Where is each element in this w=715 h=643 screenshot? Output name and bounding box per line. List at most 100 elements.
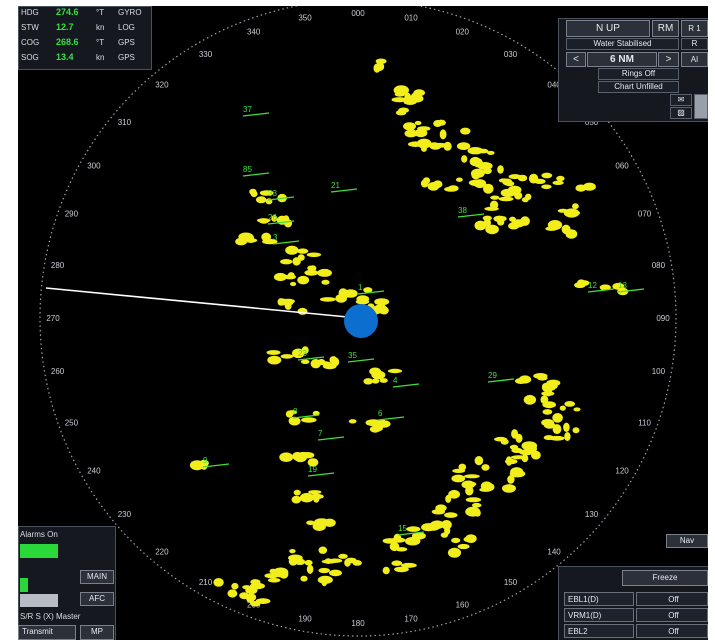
echo-blob — [521, 197, 529, 203]
vrm1-label[interactable]: VRM1(D) — [564, 608, 634, 622]
echo-blob — [250, 579, 261, 585]
target-vector — [617, 288, 645, 293]
echo-blob — [542, 409, 553, 415]
target-29[interactable]: 29 — [487, 371, 515, 383]
echo-blob — [307, 458, 319, 467]
target-7[interactable]: 7 — [317, 429, 345, 441]
echo-blob — [542, 401, 556, 409]
echo-blob — [573, 407, 581, 412]
target-vector — [267, 196, 295, 201]
right-edge-2[interactable]: R — [681, 38, 708, 50]
mode-text: S/R S (X) Master — [20, 612, 81, 621]
ebl2-value[interactable]: Off — [636, 624, 708, 638]
bearing-label-280: 280 — [51, 261, 65, 270]
nav-data-panel — [18, 6, 152, 70]
target-4[interactable]: 4 — [392, 376, 420, 388]
echo-blob — [363, 378, 374, 385]
echo-blob — [561, 224, 571, 235]
echo-blob — [534, 178, 546, 184]
own-ship-marker[interactable] — [344, 304, 378, 338]
echo-blob — [300, 575, 308, 582]
orientation-button[interactable]: N UP — [566, 20, 650, 37]
target-35[interactable]: 35 — [347, 351, 375, 363]
echo-blob — [280, 259, 293, 265]
mp-button[interactable]: MP — [80, 625, 114, 640]
echo-blob — [422, 177, 431, 184]
echo-blob — [329, 356, 338, 364]
range-up-button[interactable]: > — [658, 52, 679, 67]
target-21[interactable]: 21 — [330, 181, 358, 193]
echo-blob — [457, 543, 470, 550]
echo-blob — [564, 401, 576, 407]
afc-button[interactable]: AFC — [80, 592, 114, 606]
echo-blob — [363, 287, 373, 293]
echo-blob — [456, 177, 463, 182]
right-edge-3[interactable]: AI — [681, 52, 708, 67]
side-control[interactable] — [694, 94, 708, 119]
target-id-label: 3 — [273, 233, 278, 242]
echo-blob — [556, 175, 565, 182]
echo-blob — [546, 379, 561, 387]
main-button[interactable]: MAIN — [80, 570, 114, 584]
target-15[interactable]: 15 — [397, 524, 425, 536]
target-9[interactable]: 9 — [202, 456, 230, 468]
range-display[interactable]: 6 NM — [587, 52, 657, 67]
echo-blob — [382, 538, 397, 544]
ebl2-label[interactable]: EBL2 — [564, 624, 634, 638]
echo-blob — [484, 206, 499, 211]
vrm1-value[interactable]: Off — [636, 608, 708, 622]
echo-blob — [287, 410, 297, 415]
echo-blob — [318, 567, 331, 574]
echo-blob — [387, 368, 403, 374]
target-13[interactable]: 13 — [617, 281, 645, 293]
echo-blob — [552, 424, 562, 435]
bearing-label-020: 020 — [456, 27, 470, 36]
transmit-button[interactable]: Transmit — [18, 625, 76, 640]
radar-ppi[interactable]: 350 000 010 020 030 040 050 060 070 080 090 100 110 1… — [18, 6, 708, 640]
echo-blob — [264, 573, 279, 579]
echo-blob — [374, 298, 390, 306]
target-12[interactable]: 12 — [587, 281, 615, 293]
nav-source-sog: GPS — [118, 53, 135, 62]
target-19[interactable]: 19 — [307, 465, 335, 477]
bearing-label-210: 210 — [199, 578, 213, 587]
ebl1-label[interactable]: EBL1(D) — [564, 592, 634, 606]
target-1[interactable]: 1 — [357, 283, 385, 295]
chart-button[interactable]: Chart Unfilled — [598, 81, 679, 93]
target-33[interactable]: 33 — [267, 189, 295, 201]
rings-button[interactable]: Rings Off — [598, 68, 679, 80]
echo-blob — [292, 451, 303, 461]
echo-blob — [227, 589, 238, 598]
target-3[interactable]: 3 — [272, 233, 300, 245]
bearing-label-220: 220 — [155, 548, 169, 557]
target-23[interactable]: 23 — [297, 349, 325, 361]
echo-blob — [482, 215, 492, 221]
echo-blob — [541, 172, 553, 179]
target-38[interactable]: 38 — [457, 206, 485, 218]
basket-icon[interactable]: ▨ — [670, 107, 692, 119]
echo-blob — [494, 436, 508, 442]
nav-unit-cog: °T — [96, 38, 105, 47]
echo-blob — [504, 180, 515, 187]
echo-blob — [306, 520, 315, 526]
range-down-button[interactable]: < — [566, 52, 586, 67]
ebl1-value[interactable]: Off — [636, 592, 708, 606]
nav-button[interactable]: Nav — [666, 534, 708, 548]
envelope-icon[interactable]: ✉ — [670, 94, 692, 106]
echo-blob — [309, 265, 317, 272]
stabilization-label[interactable]: Water Stabilised — [566, 38, 679, 50]
motion-button[interactable]: RM — [652, 20, 679, 37]
target-85[interactable]: 85 — [242, 165, 270, 177]
heading-line — [45, 287, 359, 319]
right-edge-1[interactable]: R 1 — [681, 20, 708, 37]
target-id-label: 35 — [348, 351, 357, 360]
target-37[interactable]: 37 — [242, 105, 270, 117]
freeze-button[interactable]: Freeze — [622, 570, 708, 586]
echo-blob — [465, 497, 482, 503]
target-8[interactable]: 8 — [292, 407, 320, 419]
nav-label-hdg: HDG — [21, 8, 39, 17]
target-26[interactable]: 26 — [267, 213, 295, 225]
target-6[interactable]: 6 — [377, 409, 405, 421]
nav-source-stw: LOG — [118, 23, 135, 32]
